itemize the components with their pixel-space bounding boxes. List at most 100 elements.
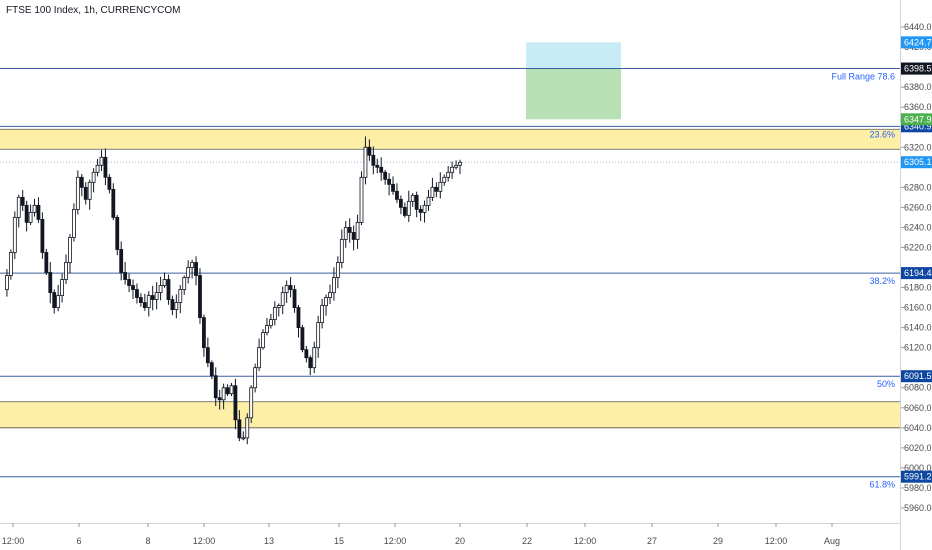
y-tick-label: 5960.0: [904, 503, 932, 513]
candle-body: [202, 317, 206, 349]
candle-body: [103, 156, 108, 178]
candle-body: [72, 208, 76, 238]
candle-body: [359, 176, 364, 223]
candle-body: [48, 272, 53, 293]
candle-body: [174, 302, 179, 310]
candle-body: [131, 285, 135, 290]
candle-body: [24, 204, 29, 223]
candle-body: [115, 216, 120, 250]
candle-body: [95, 164, 100, 173]
candle-body: [312, 347, 317, 369]
y-tick-label: 6160.0: [904, 303, 932, 313]
candle-body: [418, 208, 423, 213]
candle-body: [119, 249, 124, 273]
x-tick-label: 12:00: [193, 536, 216, 546]
candle-body: [335, 262, 340, 278]
candle-body: [245, 417, 250, 439]
candle-body: [268, 319, 273, 327]
y-tick-label: 6220.0: [904, 242, 932, 252]
candle-body: [127, 279, 131, 286]
y-tick-label: 6280.0: [904, 182, 932, 192]
y-tick-label: 6380.0: [904, 82, 932, 92]
price-tag-1-bg: [901, 62, 932, 75]
candle-body: [142, 302, 147, 308]
candle-body: [265, 325, 269, 334]
candle-body: [60, 279, 64, 296]
candle-body: [162, 279, 167, 286]
candle-body: [123, 272, 128, 280]
fib-label-4: 61.8%: [869, 480, 895, 490]
candle-body: [406, 200, 411, 216]
resistance-zone-1: [0, 401, 900, 428]
price-tag-1: 6398.5: [904, 64, 932, 74]
candle-body: [375, 164, 380, 168]
candle-body: [276, 305, 281, 308]
candle-body: [79, 176, 84, 188]
candle-body: [40, 219, 45, 253]
candle-body: [186, 267, 191, 278]
candle-body: [355, 222, 360, 240]
candle-body: [135, 289, 139, 298]
fib-label-0: Full Range 78.6: [831, 72, 895, 82]
candle-body: [414, 194, 419, 210]
y-tick-label: 6180.0: [904, 283, 932, 293]
y-tick-label: 6320.0: [904, 142, 932, 152]
candle-body: [52, 292, 57, 308]
candle-body: [150, 295, 155, 300]
fib-price-tag-3-bg: [901, 370, 932, 383]
candle-body: [68, 237, 72, 263]
plot-background: [0, 0, 900, 550]
x-tick-label: 20: [455, 536, 465, 546]
candle-body: [454, 164, 458, 168]
candle-body: [351, 232, 356, 240]
fib-levels-layer: Full Range 78.6 23.6% 38.2% 50% 61.8%: [0, 68, 900, 490]
candle-body: [221, 387, 226, 401]
candle-body: [99, 156, 104, 166]
price-tag-2-bg: [901, 113, 932, 126]
candle-body: [410, 194, 415, 202]
candle-body: [399, 198, 403, 208]
price-tag-3-bg: [901, 156, 932, 169]
candle-body: [154, 292, 159, 300]
candle-body: [383, 171, 388, 180]
candle-body: [198, 275, 202, 318]
candle-body: [253, 367, 258, 389]
fib-price-tag-2: 6194.4: [904, 268, 932, 278]
candle-body: [182, 277, 187, 290]
candle-body: [209, 362, 214, 377]
candle-body: [395, 190, 399, 200]
fib-price-tag-4-bg: [901, 470, 932, 483]
y-tick-label: 6040.0: [904, 423, 932, 433]
candle-body: [343, 227, 348, 240]
y-tick-label: 6260.0: [904, 202, 932, 212]
time-axis[interactable]: 12:00 6 8 12:00 13 15 12:00 20 22 12:00 27 29 12:00 A…: [2, 523, 840, 546]
price-tag-3: 6305.1: [904, 157, 932, 167]
y-tick-label: 6240.0: [904, 222, 932, 232]
x-tick-label: 12:00: [574, 536, 597, 546]
candle-body: [237, 419, 242, 439]
candle-body: [434, 186, 439, 192]
candle-body: [36, 204, 41, 220]
price-tag-2: 6347.9: [904, 114, 932, 124]
candle-body: [213, 375, 218, 399]
candle-body: [194, 262, 198, 276]
candle-body: [438, 181, 443, 192]
candles-layer: [5, 136, 462, 445]
candle-body: [363, 146, 368, 178]
x-tick-label: 12:00: [2, 536, 25, 546]
candle-body: [458, 161, 462, 166]
candle-body: [56, 295, 61, 308]
candle-body: [292, 289, 297, 308]
candle-body: [75, 176, 80, 210]
candle-body: [442, 176, 447, 183]
fib-price-tag-4: 5991.2: [904, 472, 932, 482]
candle-body: [272, 307, 277, 321]
candle-body: [339, 239, 344, 263]
candle-body: [8, 252, 13, 276]
fib-label-1: 23.6%: [869, 129, 895, 139]
candle-body: [367, 146, 372, 156]
y-tick-label: 6020.0: [904, 443, 932, 453]
candle-body: [170, 299, 175, 310]
candle-body: [324, 297, 328, 306]
